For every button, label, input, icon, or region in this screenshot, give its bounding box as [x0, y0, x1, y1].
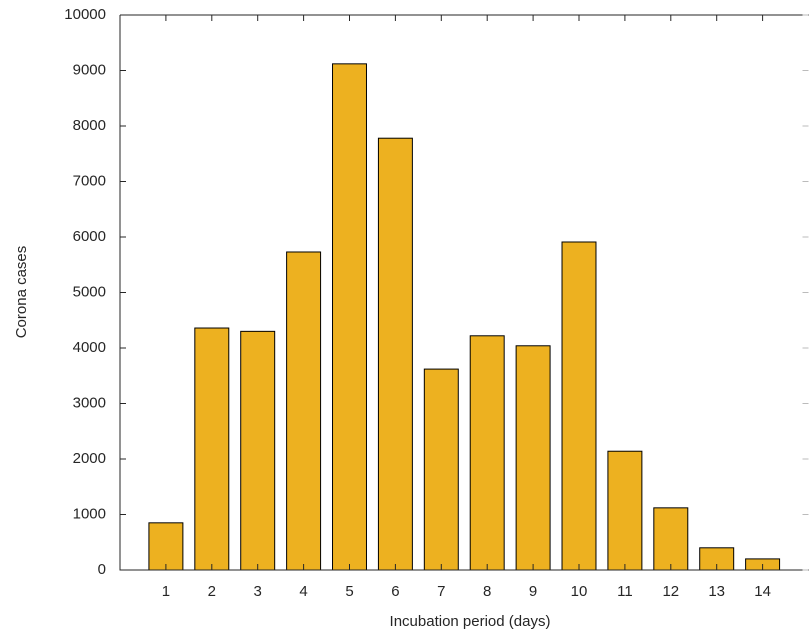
x-tick-label: 8 [483, 583, 491, 600]
bar [377, 137, 413, 571]
y-tick-label: 8000 [73, 117, 106, 134]
bar [515, 345, 551, 571]
y-tick-label: 5000 [73, 283, 106, 300]
x-tick-label: 9 [529, 583, 537, 600]
bar [653, 507, 689, 571]
bar [469, 335, 505, 571]
x-tick-label: 14 [754, 583, 771, 600]
x-tick-label: 7 [437, 583, 445, 600]
bar [423, 368, 459, 571]
bar [286, 251, 322, 571]
y-axis-label: Corona cases [13, 246, 30, 339]
bar [148, 522, 184, 571]
y-tick-label: 0 [98, 561, 106, 578]
bar [240, 330, 276, 571]
y-tick-label: 1000 [73, 505, 106, 522]
y-tick-label: 9000 [73, 61, 106, 78]
y-tick-label: 4000 [73, 339, 106, 356]
x-tick-label: 12 [662, 583, 679, 600]
x-axis-label: Incubation period (days) [390, 613, 551, 630]
bar [607, 450, 643, 571]
bar [332, 63, 367, 571]
x-tick-label: 4 [299, 583, 307, 600]
x-tick-label: 11 [617, 583, 633, 600]
y-tick-label: 3000 [73, 394, 106, 411]
y-tick-label: 6000 [73, 228, 106, 245]
x-tick-label: 2 [208, 583, 216, 600]
bar [194, 327, 230, 571]
bar [561, 241, 597, 571]
y-tick-label: 10000 [64, 6, 106, 23]
y-tick-label: 2000 [73, 450, 106, 467]
x-tick-label: 3 [254, 583, 262, 600]
x-tick-label: 6 [391, 583, 399, 600]
x-tick-label: 10 [571, 583, 588, 600]
x-tick-label: 1 [162, 583, 170, 600]
x-tick-label: 5 [345, 583, 353, 600]
y-tick-label: 7000 [73, 172, 106, 189]
x-tick-label: 13 [708, 583, 725, 600]
